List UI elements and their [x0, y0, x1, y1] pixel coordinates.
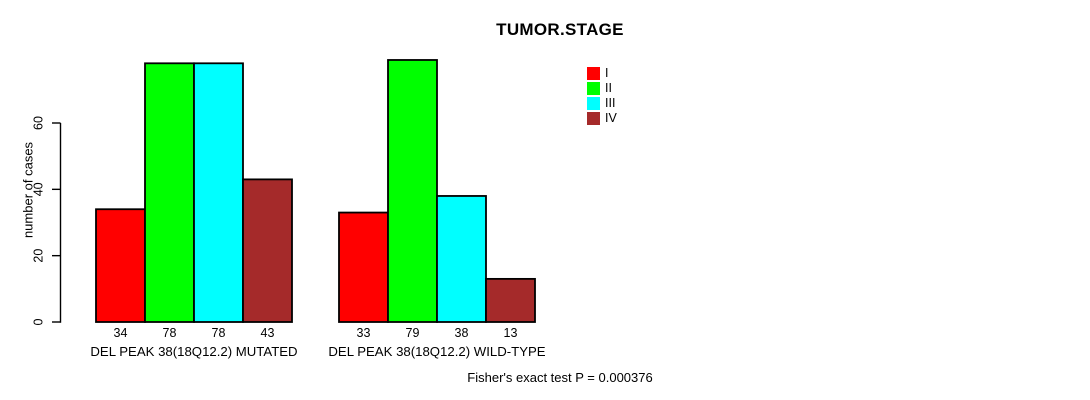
bar-III [193, 62, 244, 323]
group-label: DEL PEAK 38(18Q12.2) MUTATED [90, 344, 297, 359]
legend-label: II [605, 81, 612, 95]
bar-IV [242, 178, 293, 323]
bar-II [144, 62, 195, 323]
legend-row: I [587, 66, 617, 81]
bar-value-label: 33 [357, 326, 371, 340]
bar-value-label: 78 [212, 326, 226, 340]
footnote: Fisher's exact test P = 0.000376 [467, 370, 653, 385]
bar-value-label: 13 [504, 326, 518, 340]
bar-II [387, 59, 438, 323]
legend-row: IV [587, 111, 617, 126]
bar-I [338, 211, 389, 323]
y-tick-label: 0 [31, 318, 45, 325]
bar-value-label: 78 [163, 326, 177, 340]
legend-swatch-icon [587, 67, 600, 80]
legend: I II III IV [587, 66, 617, 126]
bar-value-label: 38 [455, 326, 469, 340]
y-tick-label: 20 [31, 249, 45, 263]
bar-IV [485, 277, 536, 323]
y-tick-label: 60 [31, 116, 45, 130]
legend-label: IV [605, 111, 617, 125]
bar-value-label: 43 [261, 326, 275, 340]
bar-III [436, 195, 487, 323]
legend-row: II [587, 81, 617, 96]
chart-title: TUMOR.STAGE [496, 20, 624, 39]
bar-value-label: 79 [406, 326, 420, 340]
y-tick-label: 40 [31, 182, 45, 196]
legend-swatch-icon [587, 82, 600, 95]
legend-swatch-icon [587, 97, 600, 110]
legend-label: I [605, 66, 609, 80]
group-label: DEL PEAK 38(18Q12.2) WILD-TYPE [328, 344, 545, 359]
bar-I [95, 208, 146, 323]
legend-row: III [587, 96, 617, 111]
legend-label: III [605, 96, 616, 110]
bar-value-label: 34 [114, 326, 128, 340]
legend-swatch-icon [587, 112, 600, 125]
